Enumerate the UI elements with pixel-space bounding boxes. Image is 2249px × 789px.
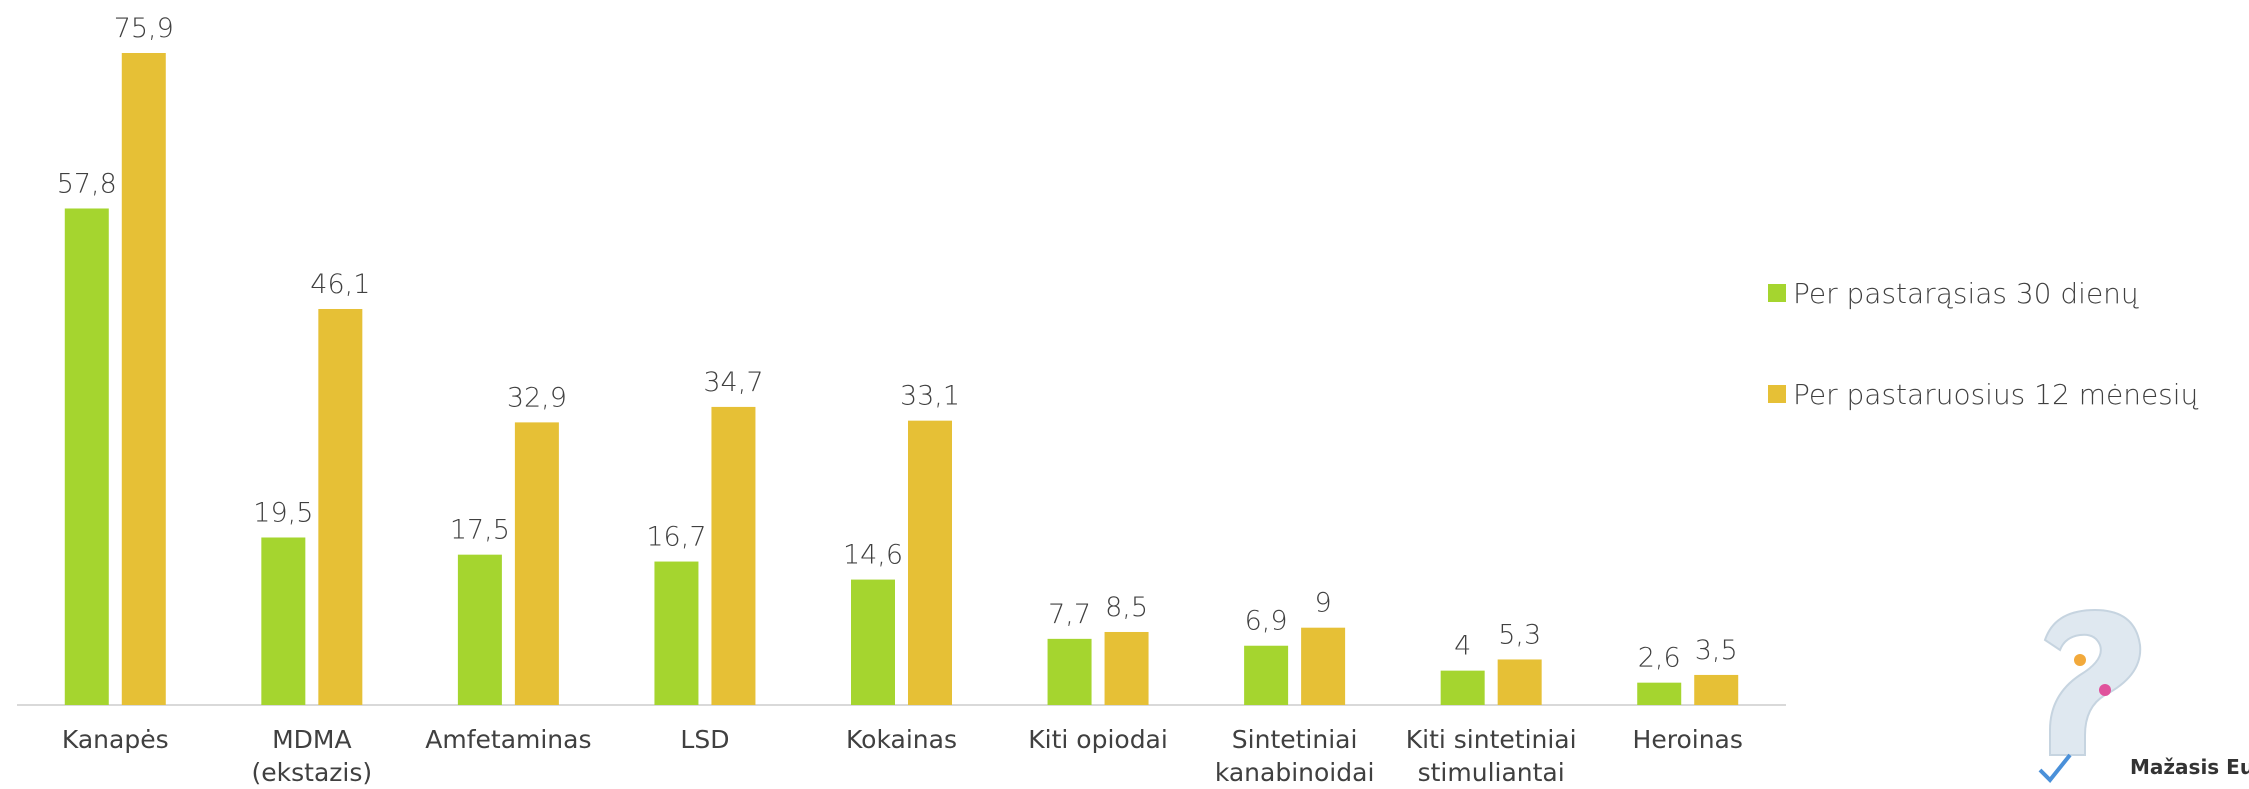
data-label: 2,6	[1638, 643, 1681, 674]
bar	[1637, 682, 1682, 705]
data-label: 4	[1454, 631, 1471, 662]
logo-dot	[2099, 684, 2111, 696]
bar	[908, 420, 952, 705]
bar	[261, 537, 306, 705]
bar	[1047, 638, 1092, 705]
x-tick-label: LSD	[680, 725, 730, 754]
data-label: 7,7	[1048, 599, 1091, 630]
bar	[1440, 670, 1485, 705]
legend-swatch	[1768, 284, 1786, 302]
x-tick-label: Kiti sintetiniai stimuliantai	[1405, 725, 1577, 787]
bar	[1301, 627, 1346, 705]
data-label: 57,8	[57, 168, 117, 199]
x-tick-label: Kanapės	[61, 725, 169, 754]
bar	[318, 308, 363, 705]
data-label: 5,3	[1498, 619, 1541, 650]
bar	[1244, 645, 1289, 705]
bar	[64, 208, 109, 706]
data-label: 19,5	[253, 497, 313, 528]
bar	[457, 554, 502, 705]
data-label: 14,6	[843, 540, 903, 571]
bar	[514, 422, 559, 705]
data-label: 9	[1315, 588, 1332, 619]
bar	[121, 53, 166, 705]
x-tick-label: MDMA (ekstazis)	[251, 725, 373, 787]
logo: Mažasis Eur	[2038, 608, 2249, 783]
bar	[711, 406, 756, 705]
x-tick-label: Heroinas	[1632, 725, 1743, 754]
x-tick-label: Kokainas	[846, 725, 957, 754]
data-label: 17,5	[450, 515, 510, 546]
data-label: 46,1	[310, 269, 370, 300]
data-label: 16,7	[646, 522, 706, 553]
bar	[654, 561, 699, 705]
x-tick-label: Kiti opiodai	[1028, 725, 1168, 754]
logo-icon	[2043, 608, 2142, 756]
logo-text: Mažasis Eur	[2130, 755, 2249, 779]
data-label: 75,9	[114, 13, 174, 44]
logo-dot	[2074, 654, 2086, 666]
data-label: 33,1	[900, 381, 960, 412]
legend-label: Per pastarąsias 30 dienų	[1793, 277, 2139, 310]
legend-swatch	[1768, 385, 1786, 403]
bar	[851, 579, 895, 705]
data-label: 6,9	[1245, 606, 1288, 637]
bar	[1104, 631, 1149, 705]
bar	[1497, 659, 1542, 705]
bar	[1694, 674, 1739, 705]
legend-label: Per pastaruosius 12 mėnesių	[1793, 378, 2199, 411]
data-label: 32,9	[507, 382, 567, 413]
logo-check	[2038, 753, 2072, 783]
x-tick-label: Amfetaminas	[425, 725, 592, 754]
data-label: 3,5	[1695, 635, 1738, 666]
x-tick-label: Sintetiniai kanabinoidai	[1214, 725, 1375, 787]
data-label: 8,5	[1105, 592, 1148, 623]
data-label: 34,7	[703, 367, 763, 398]
